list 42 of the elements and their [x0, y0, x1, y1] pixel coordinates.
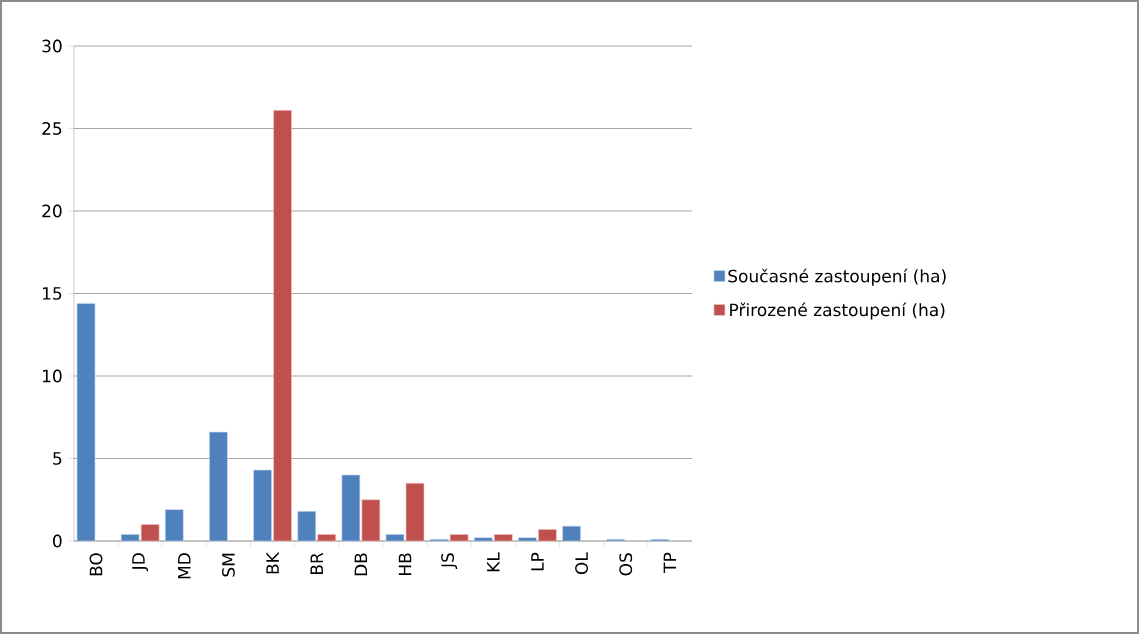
legend-label: Současné zastoupení (ha) — [728, 268, 946, 286]
bar — [449, 534, 469, 542]
x-tick-label: JD — [132, 553, 149, 572]
x-tick-label: KL — [487, 552, 500, 572]
bar — [473, 537, 493, 542]
x-tick-label: LP — [531, 552, 544, 571]
x-tick-label: BO — [89, 553, 103, 576]
bar — [140, 524, 160, 542]
x-tick-label: BK — [266, 551, 279, 574]
y-tick-label: 0 — [53, 534, 62, 548]
y-tick-label: 30 — [42, 39, 62, 53]
bar — [518, 537, 537, 542]
bar — [253, 469, 272, 542]
x-tick-label: JS — [441, 553, 458, 569]
bar — [341, 474, 361, 542]
bar — [538, 529, 557, 542]
bar — [164, 509, 184, 542]
bar — [317, 534, 337, 542]
bar — [76, 303, 96, 542]
bar — [273, 110, 292, 542]
bar — [405, 482, 425, 542]
bar — [209, 431, 228, 542]
x-tick-label: BR — [310, 552, 323, 574]
y-tick-label: 25 — [42, 122, 62, 135]
bar — [361, 499, 381, 542]
legend-label: Přirozené zastoupení (ha) — [730, 302, 945, 320]
bar — [562, 525, 581, 542]
y-tick-label: 15 — [42, 287, 62, 300]
bar — [385, 534, 405, 542]
x-tick-label: TP — [663, 552, 677, 573]
bar — [297, 511, 317, 542]
x-tick-label: OL — [575, 552, 588, 575]
y-tick-label: 5 — [53, 452, 62, 465]
x-tick-label: MD — [178, 553, 191, 579]
x-tick-label: OS — [619, 553, 633, 576]
x-tick-label: DB — [354, 553, 368, 576]
x-tick-label: SM — [221, 553, 235, 577]
bar — [120, 534, 140, 542]
bar — [493, 534, 513, 542]
x-tick-label: HB — [398, 553, 412, 575]
y-tick-label: 20 — [42, 204, 62, 218]
y-tick-label: 10 — [42, 369, 62, 383]
